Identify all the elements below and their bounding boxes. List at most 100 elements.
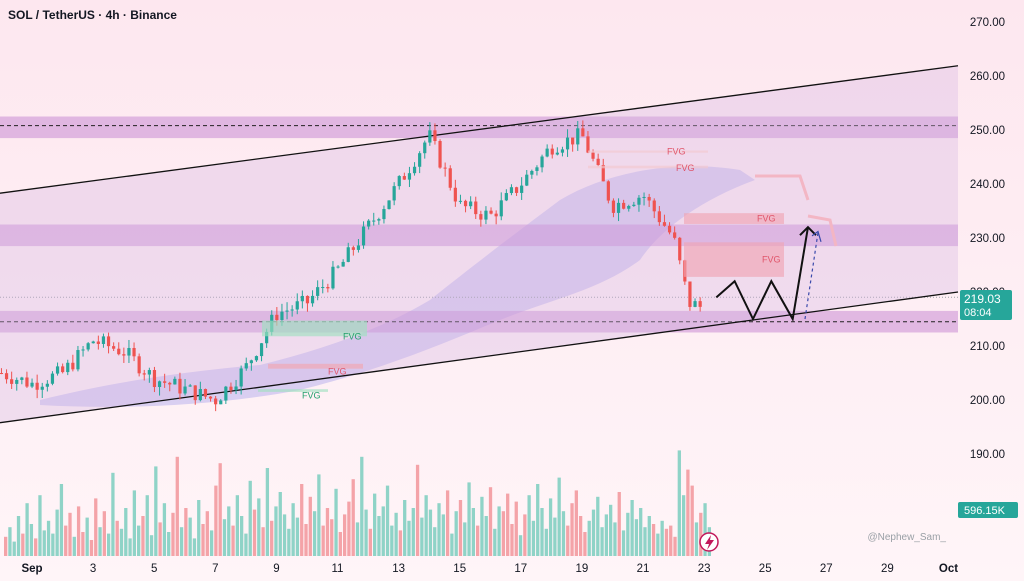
volume-bar <box>197 500 201 556</box>
candle-body <box>484 210 488 220</box>
volume-bar <box>428 509 433 556</box>
candle-body <box>20 377 24 380</box>
volume-bar <box>300 484 304 556</box>
candle-body <box>249 360 253 364</box>
volume-bar <box>647 516 651 556</box>
candle-body <box>657 211 661 223</box>
volume-bar <box>454 511 458 556</box>
volume-bar <box>630 500 634 556</box>
volume-bar <box>574 490 578 556</box>
volume-bar <box>403 500 407 556</box>
candle-body <box>219 400 223 405</box>
volume-bar <box>34 538 38 556</box>
time-tick-label: 11 <box>332 563 344 575</box>
time-tick-label: 7 <box>212 563 218 575</box>
candle-body <box>331 266 335 289</box>
candle-body <box>351 247 355 250</box>
candle-body <box>137 356 141 374</box>
volume-bar <box>29 524 34 556</box>
fvg-box <box>684 213 784 224</box>
candle-body <box>596 158 600 165</box>
volume-bar <box>355 522 360 556</box>
channel-fill <box>0 65 958 423</box>
candle-body <box>616 202 621 213</box>
candle-body <box>346 247 350 262</box>
candle-body <box>469 201 473 207</box>
candle-body <box>688 281 692 307</box>
resistance-arc-2 <box>807 214 838 247</box>
volume-bar <box>536 484 540 556</box>
candle-body <box>285 310 289 312</box>
candle-body <box>453 187 457 202</box>
candle-body <box>423 142 427 154</box>
volume-bar <box>330 519 334 556</box>
volume-bar <box>214 485 218 556</box>
candle-body <box>81 349 85 351</box>
candle-body <box>310 295 315 304</box>
candle-body <box>555 152 559 155</box>
fvg-label: FVG <box>667 147 686 157</box>
volume-bar <box>240 516 244 556</box>
time-tick-label: 5 <box>151 563 157 575</box>
price-tick-label: 260.00 <box>970 71 1005 83</box>
volume-bar <box>669 525 673 556</box>
candle-body <box>525 174 529 186</box>
projection-dashed <box>804 232 819 320</box>
volume-bar <box>8 527 12 556</box>
axis-layer: 270.00260.00250.00240.00230.00220.00210.… <box>21 17 1018 575</box>
candle-body <box>678 237 682 261</box>
candle-body <box>463 200 468 207</box>
candle-body <box>458 200 463 202</box>
channel-upper-line <box>0 65 959 194</box>
fvg-label: FVG <box>676 163 695 173</box>
candle-body <box>341 261 345 267</box>
volume-bar <box>89 540 94 556</box>
fvg-box <box>684 242 784 277</box>
candle-body <box>622 202 626 209</box>
volume-bar <box>617 492 621 556</box>
fvg-box <box>258 389 328 392</box>
volume-bar <box>274 506 278 556</box>
volume-bar <box>600 527 604 556</box>
volume-bar <box>248 480 252 556</box>
candle-body <box>234 386 238 391</box>
volume-bar <box>364 509 368 556</box>
candle-body <box>265 331 269 344</box>
candle-body <box>550 148 554 155</box>
volume-bar <box>119 528 124 556</box>
volume-bar <box>493 528 497 556</box>
candle-body <box>489 210 493 214</box>
candle-body <box>45 383 49 387</box>
candle-body <box>66 362 70 373</box>
volume-bar <box>21 533 25 556</box>
candle-body <box>163 381 167 383</box>
volume-bar <box>132 490 137 556</box>
volume-bar <box>437 503 441 556</box>
time-tick-label: 9 <box>273 563 279 575</box>
candle-body <box>259 343 264 357</box>
volume-bar <box>167 532 171 556</box>
volume-bar <box>321 525 325 556</box>
volume-bar <box>548 498 553 556</box>
volume-bar <box>42 530 46 556</box>
candle-body <box>25 377 29 387</box>
volume-bar <box>334 488 338 556</box>
candle-body <box>290 309 294 311</box>
candle-body <box>55 366 60 374</box>
time-tick-label: Sep <box>21 563 42 575</box>
volume-bar <box>681 495 686 556</box>
candle-body <box>698 301 702 307</box>
volume-bar <box>141 516 145 556</box>
volume-bar <box>81 532 85 556</box>
volume-bar <box>46 520 51 556</box>
projection-arrowhead <box>799 225 817 236</box>
volume-bar <box>205 511 209 556</box>
candle-body <box>499 200 503 217</box>
volume-bar <box>651 524 656 556</box>
candle-body <box>4 373 9 380</box>
volume-bar <box>4 536 8 556</box>
volume-bar <box>106 533 111 556</box>
volume-bar <box>76 506 81 556</box>
